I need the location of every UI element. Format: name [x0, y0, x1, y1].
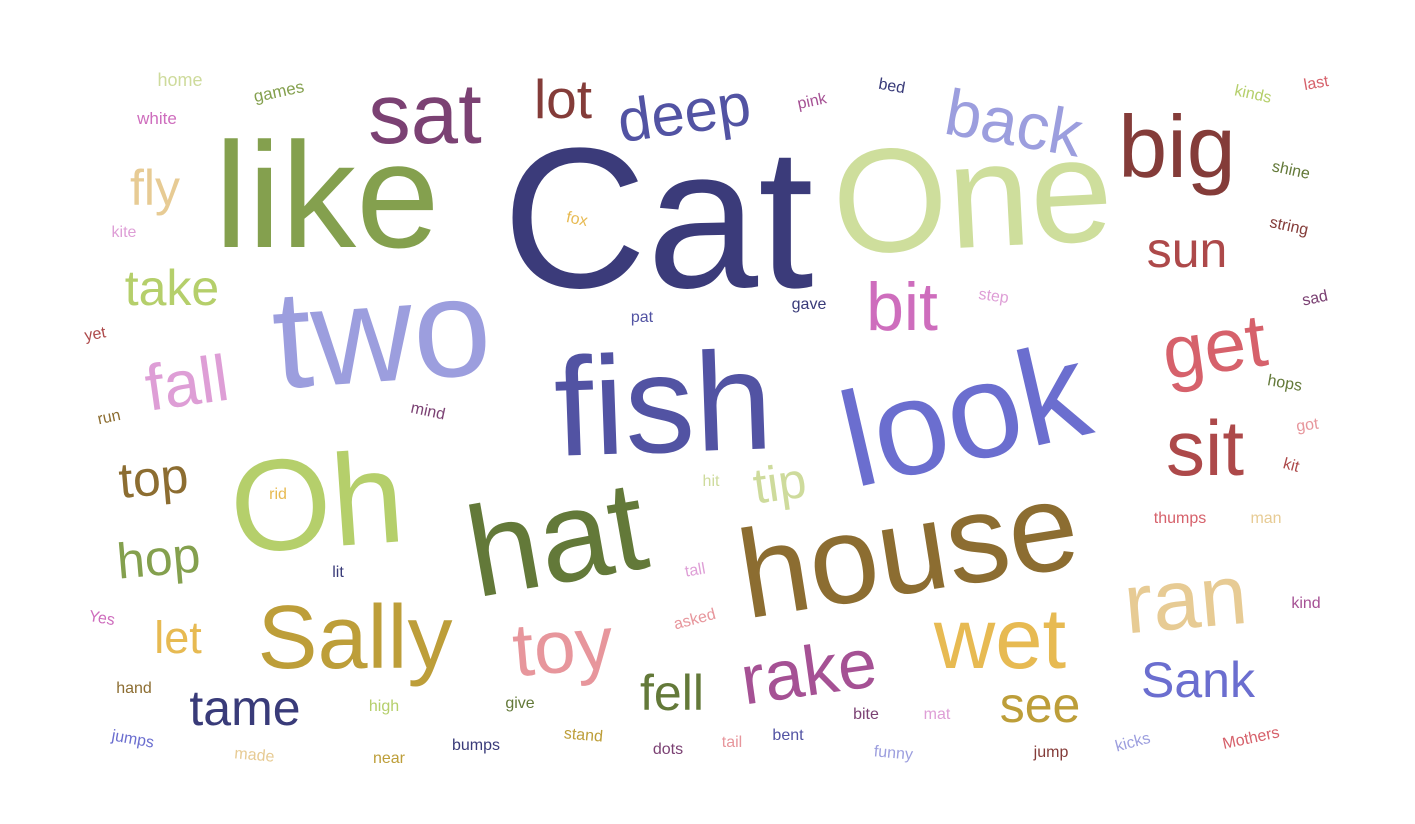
word-jump: jump [1033, 744, 1069, 761]
word-like: like [214, 111, 439, 279]
word-sad: sad [1301, 288, 1330, 310]
word-string: string [1268, 214, 1310, 239]
word-games: games [252, 77, 306, 106]
word-bite: bite [853, 706, 879, 723]
word-bumps: bumps [452, 737, 500, 754]
word-bed: bed [877, 76, 906, 97]
word-fall: fall [141, 341, 233, 425]
word-hit: hit [703, 473, 720, 490]
word-toy: toy [509, 600, 616, 692]
word-pat: pat [631, 309, 654, 326]
word-kicks: kicks [1113, 730, 1152, 756]
word-sank: Sank [1141, 652, 1256, 708]
word-last: last [1302, 73, 1330, 94]
word-stand: stand [563, 725, 603, 745]
word-tail: tail [722, 734, 742, 751]
word-fly: fly [130, 160, 180, 216]
word-got: got [1295, 416, 1320, 436]
word-dots: dots [653, 741, 683, 758]
word-rake: rake [736, 623, 882, 719]
word-yet: yet [83, 324, 108, 345]
word-hat: hat [456, 453, 656, 625]
word-fish: fish [552, 321, 775, 486]
word-oh: Oh [225, 423, 408, 581]
word-kind: kind [1291, 595, 1320, 612]
word-shine: shine [1270, 158, 1311, 183]
word-fox: fox [565, 209, 589, 230]
word-hops: hops [1266, 372, 1303, 395]
word-high: high [369, 698, 399, 715]
word-two: two [267, 247, 495, 419]
word-step: step [977, 286, 1009, 307]
word-mat: mat [924, 706, 951, 723]
word-kit: kit [1281, 455, 1301, 476]
word-sun: sun [1147, 222, 1228, 278]
word-sally: Sally [257, 588, 452, 688]
word-tall: tall [684, 560, 707, 580]
word-see: see [1000, 677, 1081, 733]
word-lot: lot [534, 68, 592, 130]
word-home: home [157, 70, 202, 90]
word-mothers: Mothers [1221, 724, 1281, 753]
word-ran: ran [1120, 547, 1251, 652]
word-man: man [1250, 510, 1281, 527]
word-tame: tame [189, 680, 300, 736]
word-top: top [116, 447, 190, 509]
word-wet: wet [933, 592, 1066, 687]
word-cat: Cat [502, 107, 813, 330]
word-run: run [96, 407, 122, 428]
word-hand: hand [116, 680, 152, 697]
word-asked: asked [672, 606, 718, 633]
word-let: let [154, 612, 202, 663]
word-lit: lit [332, 564, 344, 581]
word-sat: sat [368, 67, 481, 162]
word-take: take [125, 260, 220, 316]
word-funny: funny [873, 743, 913, 763]
word-near: near [373, 750, 406, 767]
word-bit: bit [866, 269, 938, 345]
word-sit: sit [1166, 404, 1244, 492]
word-made: made [234, 745, 275, 765]
word-pink: pink [796, 90, 829, 113]
word-white: white [136, 109, 177, 128]
word-rid: rid [269, 486, 287, 503]
word-big: big [1118, 97, 1235, 196]
word-hop: hop [115, 527, 203, 590]
word-tip: tip [750, 452, 810, 515]
word-kite: kite [112, 224, 137, 241]
word-thumps: thumps [1154, 510, 1206, 527]
word-one: One [828, 107, 1116, 286]
word-gave: gave [792, 296, 827, 313]
word-jumps: jumps [109, 727, 155, 751]
word-bent: bent [772, 727, 804, 744]
word-give: give [505, 695, 534, 712]
word-get: get [1157, 297, 1272, 395]
word-yes: Yes [87, 608, 116, 629]
word-kinds: kinds [1233, 82, 1273, 106]
word-fell: fell [640, 665, 704, 721]
word-mind: mind [409, 400, 446, 424]
